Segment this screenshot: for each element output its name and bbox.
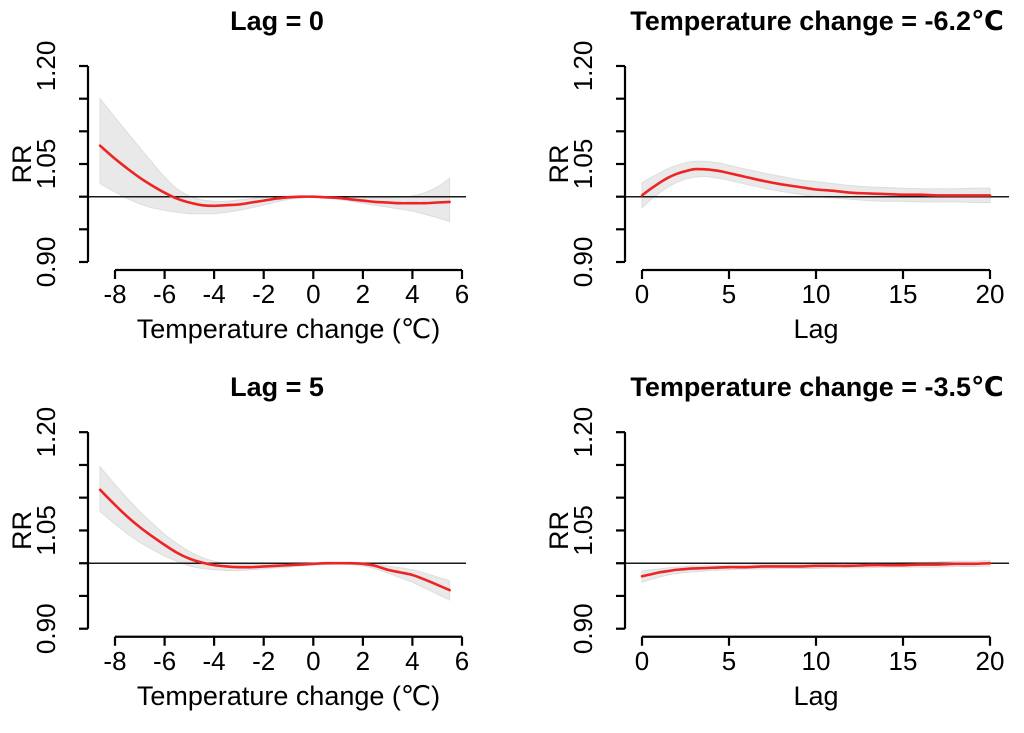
- y-tick-label: 1.05: [31, 139, 61, 190]
- x-tick-label: 0: [635, 646, 649, 676]
- panel-temp-minus-6-2: 0.90 1.05 1.20 0 5 10 15 20 Lag RR Temperature cha…: [512, 0, 1024, 366]
- x-tick-label: -6: [153, 279, 176, 309]
- x-tick-label: 6: [455, 646, 469, 676]
- rr-curve: [98, 144, 451, 208]
- x-tick-label: -8: [103, 279, 126, 309]
- x-tick-label: 0: [306, 279, 320, 309]
- y-tick-label: 1.05: [568, 505, 598, 556]
- x-tick-label: 20: [976, 279, 1005, 309]
- x-tick-label: -6: [153, 646, 176, 676]
- rr-curve: [640, 167, 992, 197]
- y-tick-label: 1.05: [31, 505, 61, 556]
- panel-lag-0-svg: 0.90 1.05 1.20 -8 -6 -4 -2 0 2 4 6 Temperature chan…: [7, 6, 469, 344]
- x-tick-label: 15: [889, 279, 918, 309]
- x-tick-label: -2: [252, 279, 275, 309]
- panel-title: Temperature change = -3.5℃: [630, 372, 1003, 402]
- panel-lag-5-svg: 0.90 1.05 1.20 -8 -6 -4 -2 0 2 4 6 Temperature chan…: [7, 372, 469, 711]
- panel-temp-minus-3-5-svg: 0.90 1.05 1.20 0 5 10 15 20 Lag RR Temperature cha…: [544, 372, 1009, 711]
- panel-title: Temperature change = -6.2℃: [630, 6, 1004, 36]
- y-tick-label: 0.90: [31, 237, 61, 288]
- y-tick-label: 0.90: [568, 237, 598, 288]
- panel-lag-0: 0.90 1.05 1.20 -8 -6 -4 -2 0 2 4 6 Temperature chan…: [0, 0, 512, 366]
- x-tick-label: 0: [635, 279, 649, 309]
- x-tick-label: 4: [405, 279, 419, 309]
- y-tick-label: 1.20: [568, 41, 598, 92]
- x-axis-label: Lag: [793, 314, 838, 344]
- y-axis-label: RR: [544, 145, 574, 184]
- x-tick-label: 10: [802, 646, 831, 676]
- panel-title: Lag = 5: [230, 372, 324, 402]
- y-tick-label: 1.20: [568, 407, 598, 458]
- y-axis-label: RR: [7, 145, 37, 184]
- x-axis-label: Lag: [793, 681, 838, 711]
- x-tick-label: -4: [203, 279, 226, 309]
- y-axis-label: RR: [7, 511, 37, 550]
- panel-lag-5: 0.90 1.05 1.20 -8 -6 -4 -2 0 2 4 6 Temperature chan…: [0, 366, 512, 733]
- x-tick-label: -4: [203, 646, 226, 676]
- y-tick-label: 1.05: [568, 139, 598, 190]
- ci-band: [99, 465, 451, 601]
- x-tick-label: 20: [976, 646, 1005, 676]
- y-tick-label: 1.20: [31, 41, 61, 92]
- y-tick-label: 1.20: [31, 407, 61, 458]
- panel-temp-minus-6-2-svg: 0.90 1.05 1.20 0 5 10 15 20 Lag RR Temperature cha…: [544, 6, 1009, 344]
- rr-curve: [98, 488, 451, 592]
- x-tick-label: 6: [455, 279, 469, 309]
- panel-temp-minus-3-5: 0.90 1.05 1.20 0 5 10 15 20 Lag RR Temperature cha…: [512, 366, 1024, 733]
- rr-curve: [640, 561, 992, 578]
- x-tick-label: 4: [405, 646, 419, 676]
- y-axis-label: RR: [544, 511, 574, 550]
- y-tick-label: 0.90: [31, 603, 61, 654]
- x-tick-label: -2: [252, 646, 275, 676]
- x-tick-label: 5: [722, 279, 736, 309]
- y-tick-label: 0.90: [568, 603, 598, 654]
- x-tick-label: -8: [103, 646, 126, 676]
- panel-title: Lag = 0: [230, 6, 324, 36]
- x-axis-label: Temperature change (℃): [137, 681, 440, 711]
- x-tick-label: 10: [802, 279, 831, 309]
- x-tick-label: 2: [356, 279, 370, 309]
- x-tick-label: 15: [889, 646, 918, 676]
- x-tick-label: 0: [306, 646, 320, 676]
- x-tick-label: 5: [722, 646, 736, 676]
- x-tick-label: 2: [356, 646, 370, 676]
- x-axis-label: Temperature change (℃): [137, 314, 440, 344]
